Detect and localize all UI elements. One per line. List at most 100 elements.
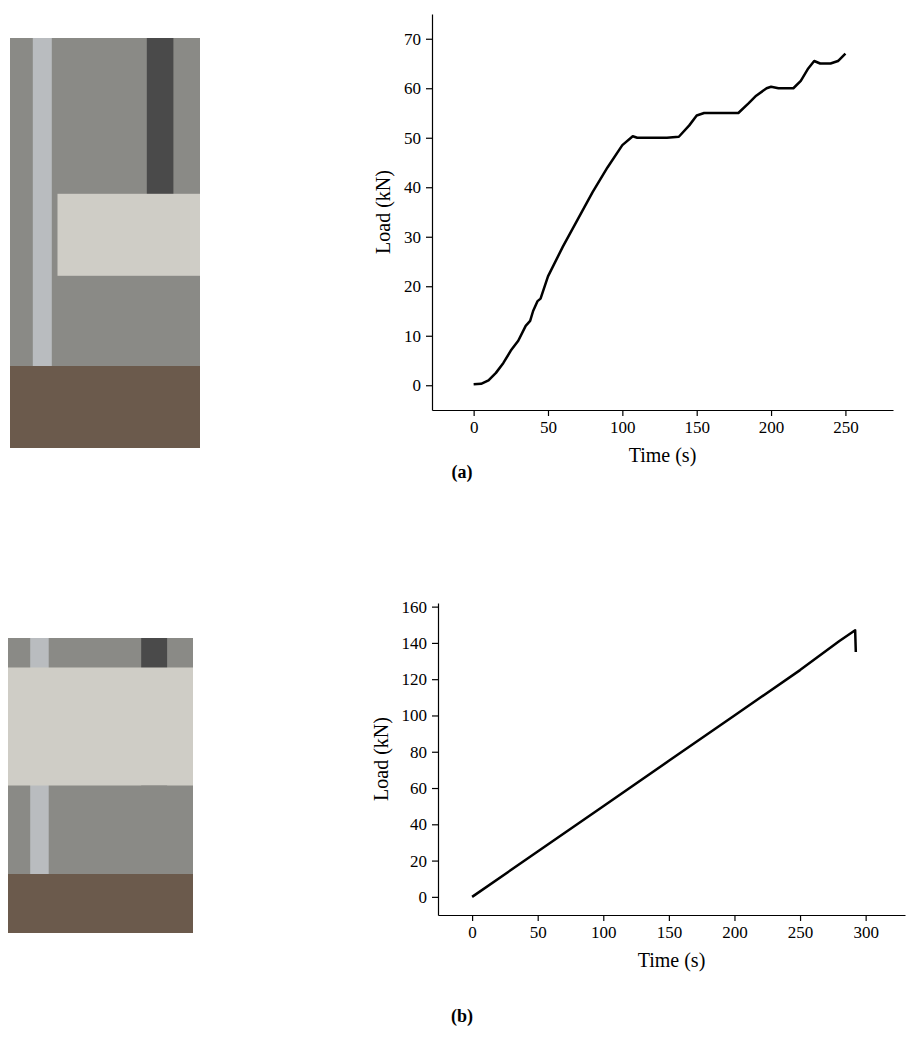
x-tick: 200 [722, 915, 748, 942]
x-tick-label: 200 [722, 923, 748, 942]
photo [8, 638, 193, 933]
load-curve [474, 54, 846, 385]
x-tick: 200 [759, 410, 785, 437]
y-tick-mark [426, 187, 432, 188]
photo-base [10, 366, 200, 448]
y-tick: 20 [410, 852, 438, 871]
panel-label: (a) [452, 462, 473, 483]
x-tick: 100 [591, 915, 617, 942]
y-tick-label: 140 [402, 634, 428, 653]
photo-background [8, 638, 193, 933]
y-tick-label: 10 [404, 327, 421, 346]
y-tick-label: 0 [419, 888, 428, 907]
y-tick-mark [432, 679, 438, 680]
y-tick: 40 [404, 178, 432, 197]
y-axis: 020406080100120140160 [402, 598, 439, 916]
y-tick-mark [426, 88, 432, 89]
x-tick: 50 [530, 915, 547, 942]
x-tick-mark [800, 915, 801, 921]
photo-base [8, 874, 193, 933]
x-tick-mark [866, 915, 867, 921]
x-tick-mark [622, 410, 623, 416]
x-tick-mark [538, 915, 539, 921]
x-tick-label: 300 [853, 923, 879, 942]
x-tick: 150 [657, 915, 683, 942]
photo-column [33, 38, 52, 387]
y-tick-mark [426, 39, 432, 40]
photo-specimen [58, 194, 201, 276]
x-tick-label: 250 [833, 418, 859, 437]
figure: 050100150200250010203040506070Time (s)Lo… [0, 0, 923, 1039]
y-tick-label: 80 [410, 743, 427, 762]
y-tick-label: 30 [404, 228, 421, 247]
x-axis: 0 50 100 150 200 250 300 [439, 915, 906, 942]
panel-label: (b) [451, 1006, 473, 1027]
y-axis-line [432, 15, 433, 411]
x-tick-mark [472, 915, 473, 921]
y-tick: 30 [404, 228, 432, 247]
y-tick-label: 60 [410, 779, 427, 798]
x-tick-label: 150 [684, 418, 710, 437]
chart: 050100150200250010203040506070Time (s)Lo… [372, 15, 894, 468]
y-tick-mark [426, 237, 432, 238]
y-tick: 0 [413, 376, 433, 395]
x-tick-mark [548, 410, 549, 416]
x-tick: 0 [470, 410, 479, 437]
y-tick-mark [432, 607, 438, 608]
photo-specimen [8, 668, 193, 786]
y-tick-mark [432, 897, 438, 898]
x-tick-label: 50 [540, 418, 557, 437]
x-axis-title: Time (s) [638, 949, 706, 972]
y-tick-mark [426, 336, 432, 337]
x-tick-mark [845, 410, 846, 416]
y-tick-mark [432, 788, 438, 789]
y-tick: 100 [402, 706, 439, 725]
x-tick: 250 [833, 410, 859, 437]
x-tick-label: 200 [759, 418, 785, 437]
y-tick: 160 [402, 598, 439, 617]
y-tick-mark [426, 286, 432, 287]
x-tick-label: 150 [657, 923, 683, 942]
y-tick: 60 [404, 79, 432, 98]
y-tick-label: 100 [402, 706, 428, 725]
plot-area [472, 630, 856, 897]
y-tick-label: 20 [404, 277, 421, 296]
y-tick: 120 [402, 670, 439, 689]
y-tick: 0 [419, 888, 439, 907]
x-tick-mark [474, 410, 475, 416]
x-tick-mark [697, 410, 698, 416]
y-tick-label: 40 [404, 178, 421, 197]
y-tick-label: 20 [410, 852, 427, 871]
y-tick-mark [426, 385, 432, 386]
x-tick-label: 100 [610, 418, 636, 437]
y-tick: 80 [410, 743, 438, 762]
x-tick-label: 250 [788, 923, 814, 942]
chart: 050100150200250300020406080100120140160T… [370, 598, 906, 972]
y-axis-title: Load (kN) [372, 170, 395, 254]
x-axis-line [439, 915, 906, 916]
y-tick-mark [432, 752, 438, 753]
y-tick-label: 160 [402, 598, 428, 617]
y-axis-title: Load (kN) [370, 717, 393, 801]
x-tick-label: 0 [470, 418, 479, 437]
x-tick-mark [603, 915, 604, 921]
x-tick-label: 50 [530, 923, 547, 942]
y-axis-line [438, 604, 439, 916]
y-tick-mark [426, 138, 432, 139]
x-tick-label: 100 [591, 923, 617, 942]
x-tick-label: 0 [468, 923, 477, 942]
x-tick-mark [771, 410, 772, 416]
x-tick: 300 [853, 915, 879, 942]
y-tick-label: 50 [404, 129, 421, 148]
y-tick: 50 [404, 129, 432, 148]
y-tick-label: 0 [413, 376, 422, 395]
x-tick-mark [734, 915, 735, 921]
y-tick-label: 60 [404, 79, 421, 98]
y-tick-label: 120 [402, 670, 428, 689]
y-tick-mark [432, 715, 438, 716]
y-tick: 20 [404, 277, 432, 296]
load-curve [472, 630, 856, 897]
x-tick: 0 [468, 915, 477, 942]
y-tick: 70 [404, 30, 432, 49]
photo-background [10, 38, 200, 448]
